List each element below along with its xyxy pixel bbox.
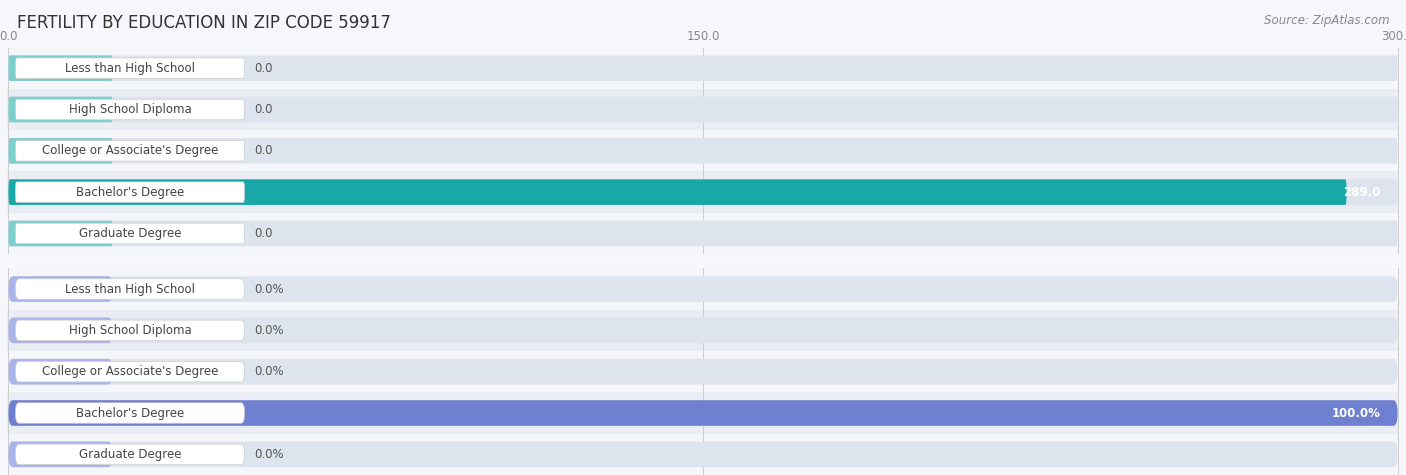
FancyBboxPatch shape <box>8 400 1398 426</box>
FancyBboxPatch shape <box>8 359 112 384</box>
Text: Bachelor's Degree: Bachelor's Degree <box>76 186 184 199</box>
FancyBboxPatch shape <box>15 99 245 120</box>
FancyBboxPatch shape <box>7 48 1399 89</box>
Text: FERTILITY BY EDUCATION IN ZIP CODE 59917: FERTILITY BY EDUCATION IN ZIP CODE 59917 <box>17 14 391 32</box>
FancyBboxPatch shape <box>7 351 1399 392</box>
FancyBboxPatch shape <box>15 444 245 465</box>
Text: Graduate Degree: Graduate Degree <box>79 448 181 461</box>
FancyBboxPatch shape <box>8 318 112 343</box>
FancyBboxPatch shape <box>8 138 1398 163</box>
FancyBboxPatch shape <box>15 361 245 382</box>
FancyBboxPatch shape <box>7 392 1399 434</box>
FancyBboxPatch shape <box>15 320 245 341</box>
Text: College or Associate's Degree: College or Associate's Degree <box>42 144 218 157</box>
FancyBboxPatch shape <box>8 359 1398 384</box>
FancyBboxPatch shape <box>7 171 1399 213</box>
FancyBboxPatch shape <box>8 221 112 246</box>
FancyBboxPatch shape <box>7 130 1399 171</box>
FancyBboxPatch shape <box>8 56 1398 81</box>
FancyBboxPatch shape <box>8 138 112 163</box>
Text: 0.0: 0.0 <box>254 103 273 116</box>
Text: 0.0%: 0.0% <box>254 448 284 461</box>
Text: College or Associate's Degree: College or Associate's Degree <box>42 365 218 378</box>
FancyBboxPatch shape <box>8 400 1398 426</box>
FancyBboxPatch shape <box>7 213 1399 254</box>
Text: 0.0%: 0.0% <box>254 365 284 378</box>
Text: High School Diploma: High School Diploma <box>69 103 191 116</box>
FancyBboxPatch shape <box>8 221 1398 246</box>
Text: 0.0%: 0.0% <box>254 324 284 337</box>
FancyBboxPatch shape <box>8 442 1398 467</box>
FancyBboxPatch shape <box>8 97 1398 122</box>
Text: 0.0: 0.0 <box>254 62 273 75</box>
FancyBboxPatch shape <box>15 182 245 202</box>
FancyBboxPatch shape <box>8 180 1398 205</box>
FancyBboxPatch shape <box>8 56 112 81</box>
FancyBboxPatch shape <box>8 97 112 122</box>
FancyBboxPatch shape <box>15 58 245 78</box>
FancyBboxPatch shape <box>15 279 245 299</box>
FancyBboxPatch shape <box>8 276 1398 302</box>
Text: High School Diploma: High School Diploma <box>69 324 191 337</box>
FancyBboxPatch shape <box>15 141 245 161</box>
Text: Less than High School: Less than High School <box>65 62 195 75</box>
FancyBboxPatch shape <box>7 434 1399 475</box>
Text: 0.0%: 0.0% <box>254 283 284 295</box>
Text: 100.0%: 100.0% <box>1331 407 1381 419</box>
Text: Less than High School: Less than High School <box>65 283 195 295</box>
Text: 0.0: 0.0 <box>254 227 273 240</box>
FancyBboxPatch shape <box>7 89 1399 130</box>
FancyBboxPatch shape <box>8 180 1347 205</box>
FancyBboxPatch shape <box>15 403 245 423</box>
FancyBboxPatch shape <box>8 318 1398 343</box>
FancyBboxPatch shape <box>15 223 245 244</box>
FancyBboxPatch shape <box>7 310 1399 351</box>
FancyBboxPatch shape <box>8 442 112 467</box>
Text: 289.0: 289.0 <box>1344 186 1381 199</box>
Text: Bachelor's Degree: Bachelor's Degree <box>76 407 184 419</box>
Text: Graduate Degree: Graduate Degree <box>79 227 181 240</box>
Text: 0.0: 0.0 <box>254 144 273 157</box>
FancyBboxPatch shape <box>7 268 1399 310</box>
Text: Source: ZipAtlas.com: Source: ZipAtlas.com <box>1264 14 1389 27</box>
FancyBboxPatch shape <box>8 276 112 302</box>
